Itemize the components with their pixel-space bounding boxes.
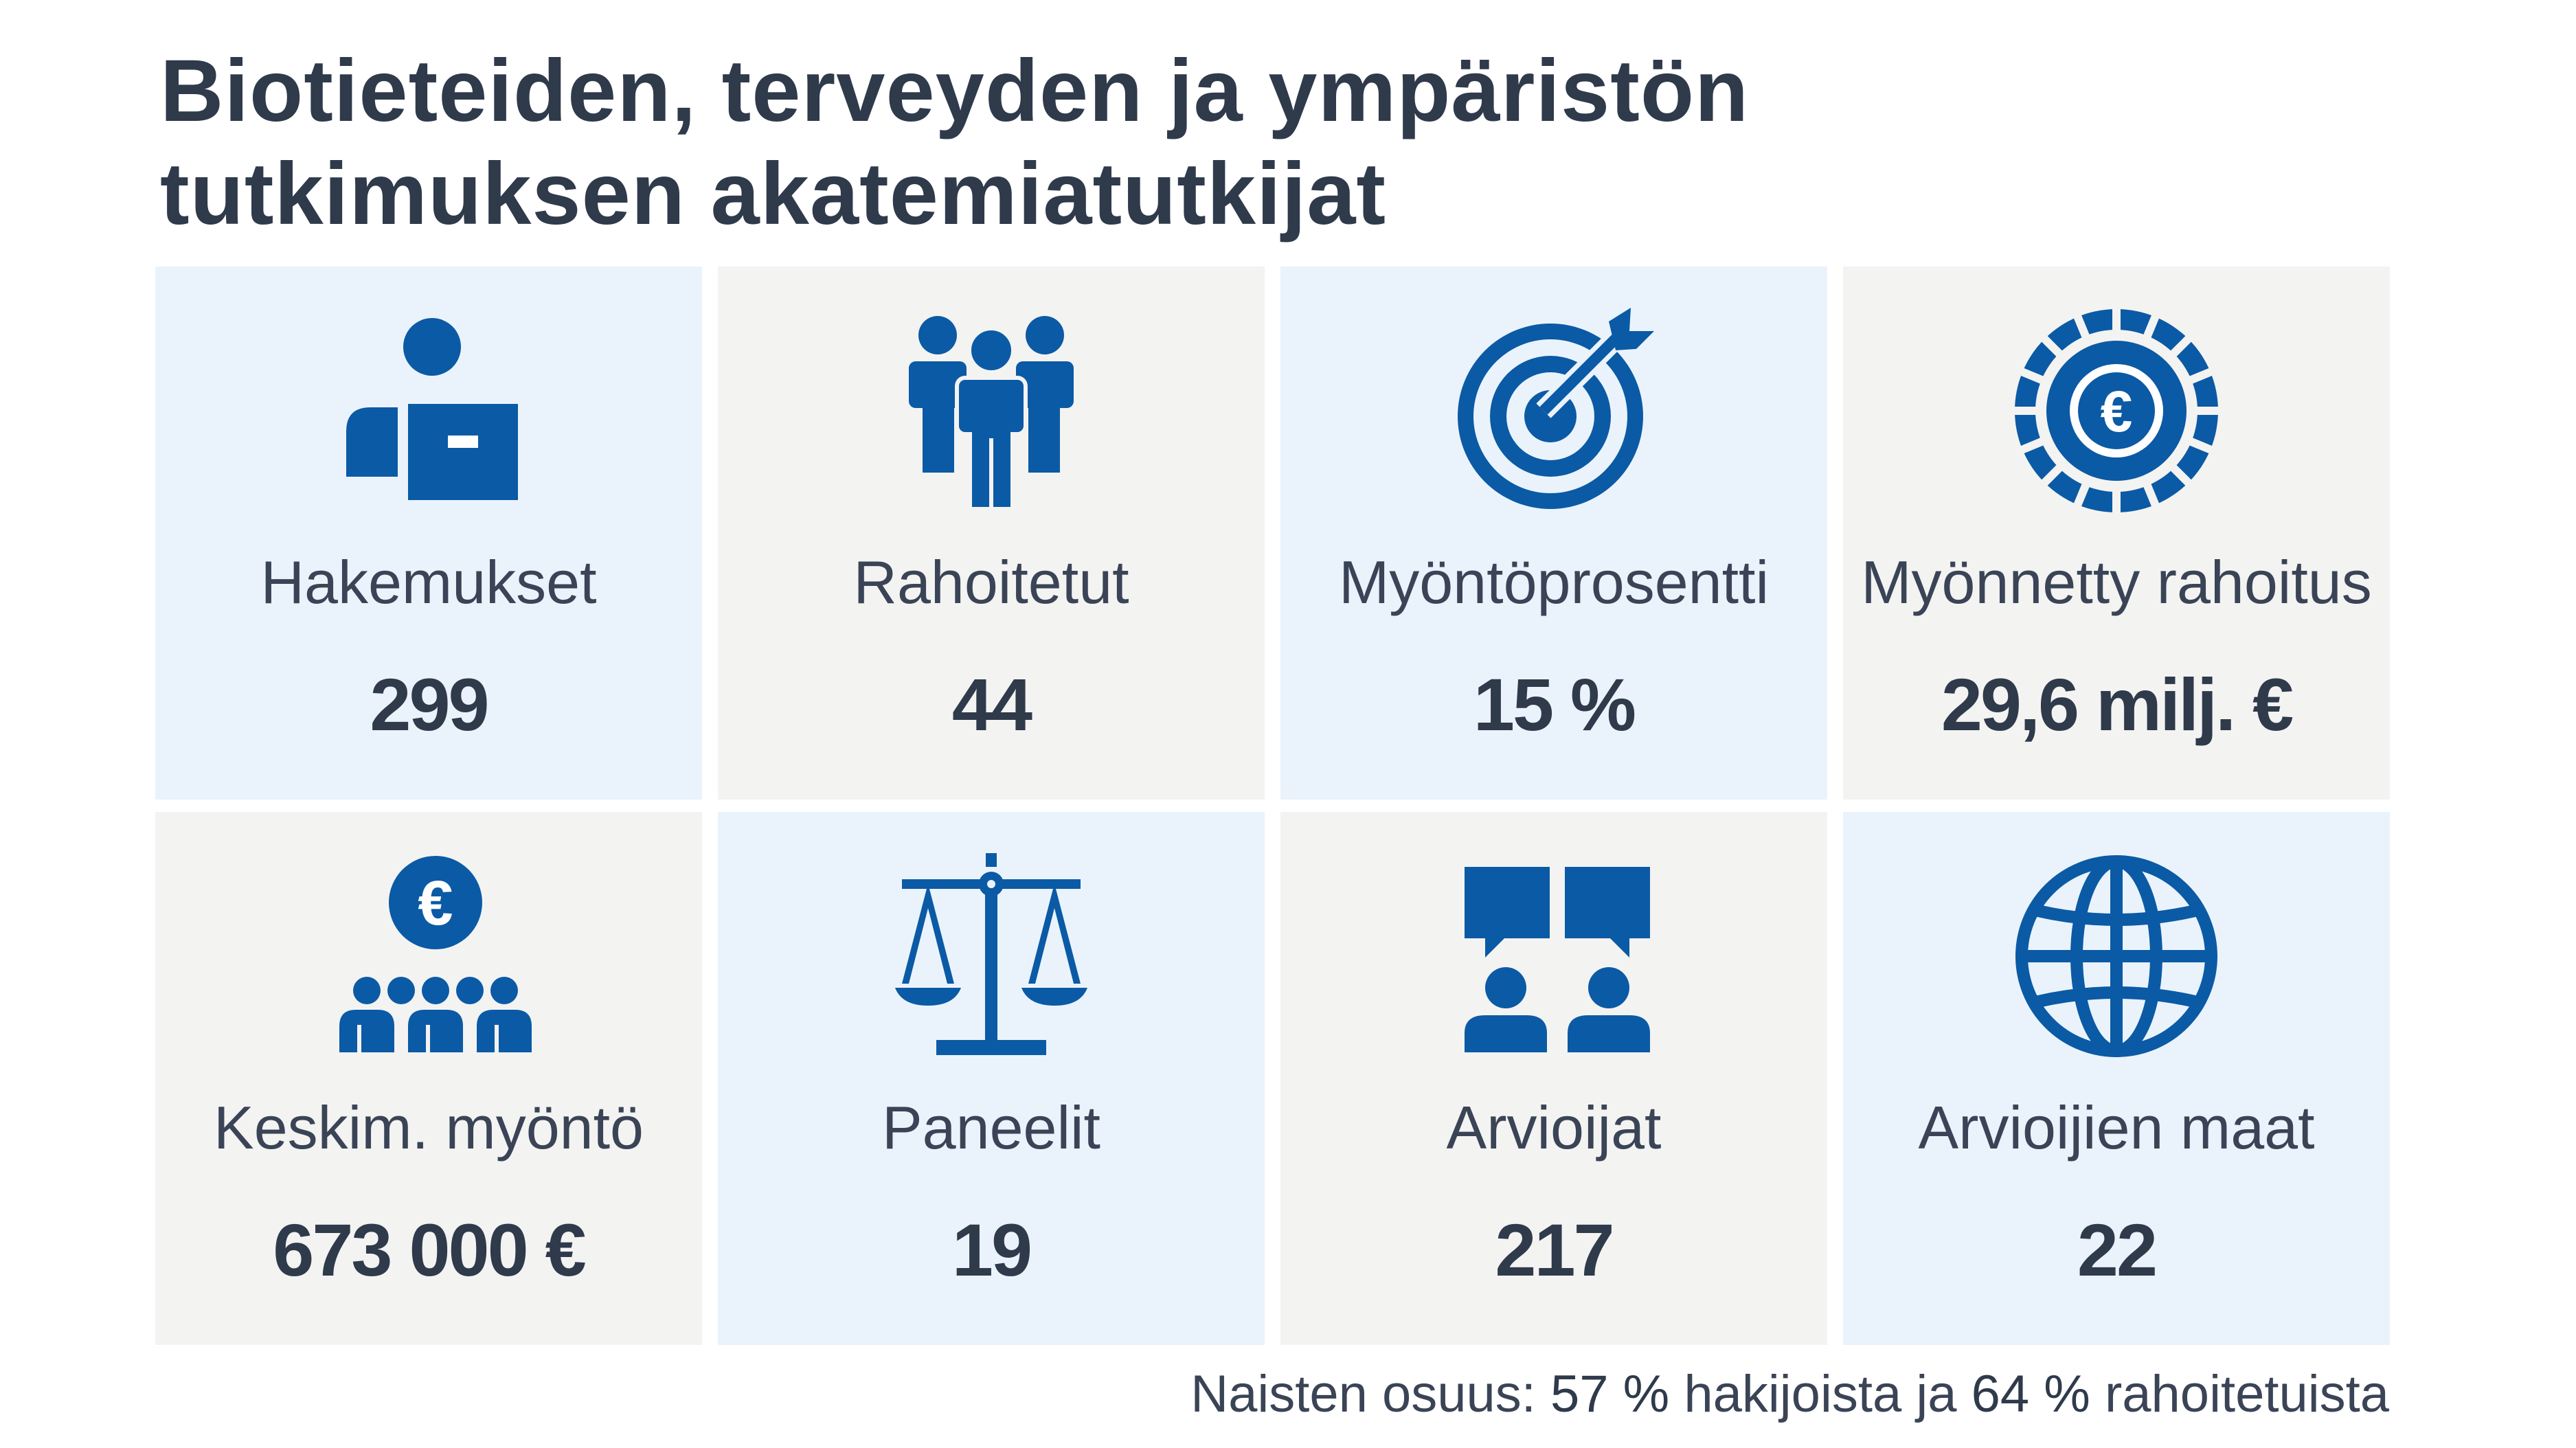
tile-panels: Paneelit 19: [718, 812, 1265, 1345]
tile-label: Myönnetty rahoitus: [1861, 548, 2372, 616]
svg-text:€: €: [418, 868, 453, 938]
page-title-line-1: Biotieteiden, terveyden ja ympäristön: [160, 42, 1750, 140]
group-of-people-icon: [888, 308, 1094, 514]
footnote-prefix: Naisten osuus:: [1190, 1365, 1551, 1423]
page-title-line-2: tutkimuksen akatemiatutkijat: [160, 145, 1386, 243]
page-title: Biotieteiden, terveyden ja ympäristön tu…: [160, 40, 2427, 246]
tile-label: Hakemukset: [260, 548, 597, 616]
tile-value: 29,6 milj. €: [1941, 663, 2294, 746]
tile-granted-funding: € Myönnetty rahoitus 29,6 milj. €: [1843, 267, 2390, 800]
target-with-arrow-icon: [1451, 308, 1657, 514]
footnote-funded-value: 64 %: [1971, 1365, 2090, 1423]
tile-value: 19: [951, 1208, 1032, 1291]
tile-label: Arvioijat: [1446, 1094, 1662, 1162]
tile-value: 22: [2077, 1208, 2158, 1291]
person-with-document-icon: [326, 308, 532, 514]
tile-value: 15 %: [1473, 663, 1636, 746]
tile-label: Arvioijien maat: [1918, 1094, 2315, 1162]
tile-reviewer-countries: Arvioijien maat 22: [1843, 812, 2390, 1345]
tile-label: Paneelit: [881, 1094, 1100, 1162]
globe-icon: [2013, 853, 2219, 1059]
footnote-applicants-value: 57 %: [1550, 1365, 1670, 1423]
euro-over-people-icon: €: [326, 853, 532, 1059]
tile-label: Keskim. myöntö: [214, 1094, 644, 1162]
tile-value: 299: [370, 663, 489, 746]
svg-text:€: €: [2101, 379, 2133, 444]
tile-average-grant: € Keskim. myöntö 673 00: [155, 812, 702, 1345]
tile-applications: Hakemukset 299: [155, 267, 702, 800]
tile-value: 217: [1495, 1208, 1614, 1291]
tile-label: Myöntöprosentti: [1338, 548, 1770, 616]
tile-success-rate: Myöntöprosentti 15 %: [1280, 267, 1827, 800]
reviewers-speech-bubbles-icon: [1451, 853, 1657, 1059]
tile-value: 44: [951, 663, 1032, 746]
euro-coin-icon: €: [2013, 308, 2219, 514]
women-share-footnote: Naisten osuus: 57 % hakijoista ja 64 % r…: [1190, 1364, 2389, 1425]
footnote-middle: hakijoista ja: [1669, 1365, 1971, 1423]
balance-scale-icon: [888, 853, 1094, 1059]
tile-funded: Rahoitetut 44: [718, 267, 1265, 800]
footnote-suffix: rahoitetuista: [2090, 1365, 2389, 1423]
tile-label: Rahoitetut: [853, 548, 1129, 616]
tile-reviewers: Arvioijat 217: [1280, 812, 1827, 1345]
statistics-grid: Hakemukset 299 Rahoitetut 44: [155, 267, 2390, 1345]
tile-value: 673 000 €: [273, 1208, 586, 1291]
